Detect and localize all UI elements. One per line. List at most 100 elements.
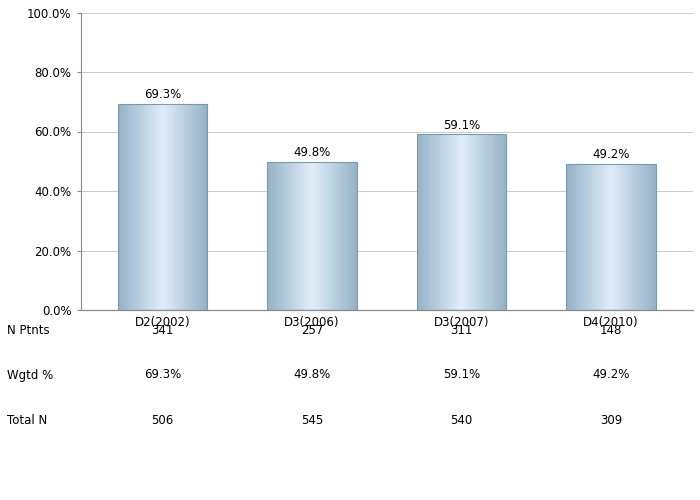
Bar [140,104,141,310]
Bar [576,164,578,310]
Bar [486,134,487,310]
Bar [608,164,609,310]
Bar [274,162,275,310]
Bar [498,134,500,310]
Bar [473,134,474,310]
Bar [173,104,174,310]
Text: 540: 540 [450,414,473,426]
Bar [128,104,130,310]
Bar [335,162,337,310]
Bar [614,164,615,310]
Bar [629,164,630,310]
Bar [351,162,353,310]
Bar [482,134,483,310]
Text: 309: 309 [600,414,622,426]
Bar [424,134,425,310]
Bar [304,162,305,310]
Bar [503,134,504,310]
Bar [294,162,295,310]
Bar [327,162,328,310]
Bar [628,164,629,310]
Bar [148,104,149,310]
Bar [440,134,442,310]
Bar [355,162,356,310]
Bar [569,164,570,310]
Bar [621,164,622,310]
Bar [431,134,433,310]
Bar [463,134,464,310]
Bar [587,164,589,310]
Bar [632,164,634,310]
Bar [162,104,164,310]
Bar [489,134,491,310]
Bar [192,104,193,310]
Bar [485,134,486,310]
Bar [640,164,641,310]
Bar [625,164,626,310]
Bar [592,164,593,310]
Bar [420,134,421,310]
Bar [204,104,205,310]
Bar [645,164,647,310]
Bar [335,162,336,310]
Text: 69.3%: 69.3% [144,88,181,102]
Text: 341: 341 [151,324,174,336]
Bar [290,162,291,310]
Text: 69.3%: 69.3% [144,368,181,382]
Bar [455,134,456,310]
Bar [598,164,600,310]
Bar [151,104,153,310]
Bar [495,134,496,310]
Bar [267,162,357,310]
Bar [626,164,628,310]
Bar [138,104,139,310]
Bar [568,164,570,310]
Bar [634,164,636,310]
Bar [167,104,169,310]
Text: 49.2%: 49.2% [592,368,629,382]
Bar [290,162,292,310]
Bar [441,134,442,310]
Bar [580,164,581,310]
Bar [276,162,277,310]
Bar [318,162,320,310]
Bar [419,134,420,310]
Bar [203,104,204,310]
Bar [333,162,335,310]
Bar [169,104,171,310]
Bar [651,164,652,310]
Bar [176,104,177,310]
Bar [340,162,342,310]
Bar [467,134,468,310]
Bar [601,164,602,310]
Bar [197,104,199,310]
Bar [356,162,357,310]
Bar [418,134,419,310]
Bar [130,104,132,310]
Bar [570,164,572,310]
Bar [352,162,354,310]
Bar [430,134,431,310]
Bar [422,134,423,310]
Text: 311: 311 [450,324,473,336]
Bar [435,134,437,310]
Bar [153,104,154,310]
Bar [286,162,288,310]
Bar [299,162,300,310]
Bar [309,162,310,310]
Bar [342,162,344,310]
Bar [321,162,322,310]
Bar [439,134,440,310]
Bar [139,104,141,310]
Bar [134,104,136,310]
Bar [477,134,478,310]
Bar [344,162,346,310]
Bar [338,162,339,310]
Bar [638,164,639,310]
Bar [298,162,299,310]
Bar [202,104,203,310]
Text: 49.2%: 49.2% [592,148,629,161]
Text: 545: 545 [301,414,323,426]
Bar [328,162,329,310]
Bar [349,162,350,310]
